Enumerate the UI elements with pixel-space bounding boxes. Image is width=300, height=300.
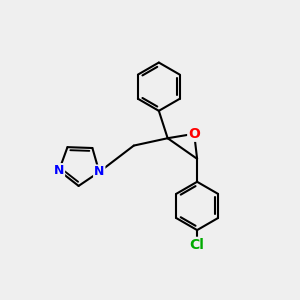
Text: O: O <box>188 127 200 141</box>
Text: N: N <box>54 164 64 177</box>
Text: N: N <box>94 166 104 178</box>
Text: Cl: Cl <box>190 238 205 252</box>
